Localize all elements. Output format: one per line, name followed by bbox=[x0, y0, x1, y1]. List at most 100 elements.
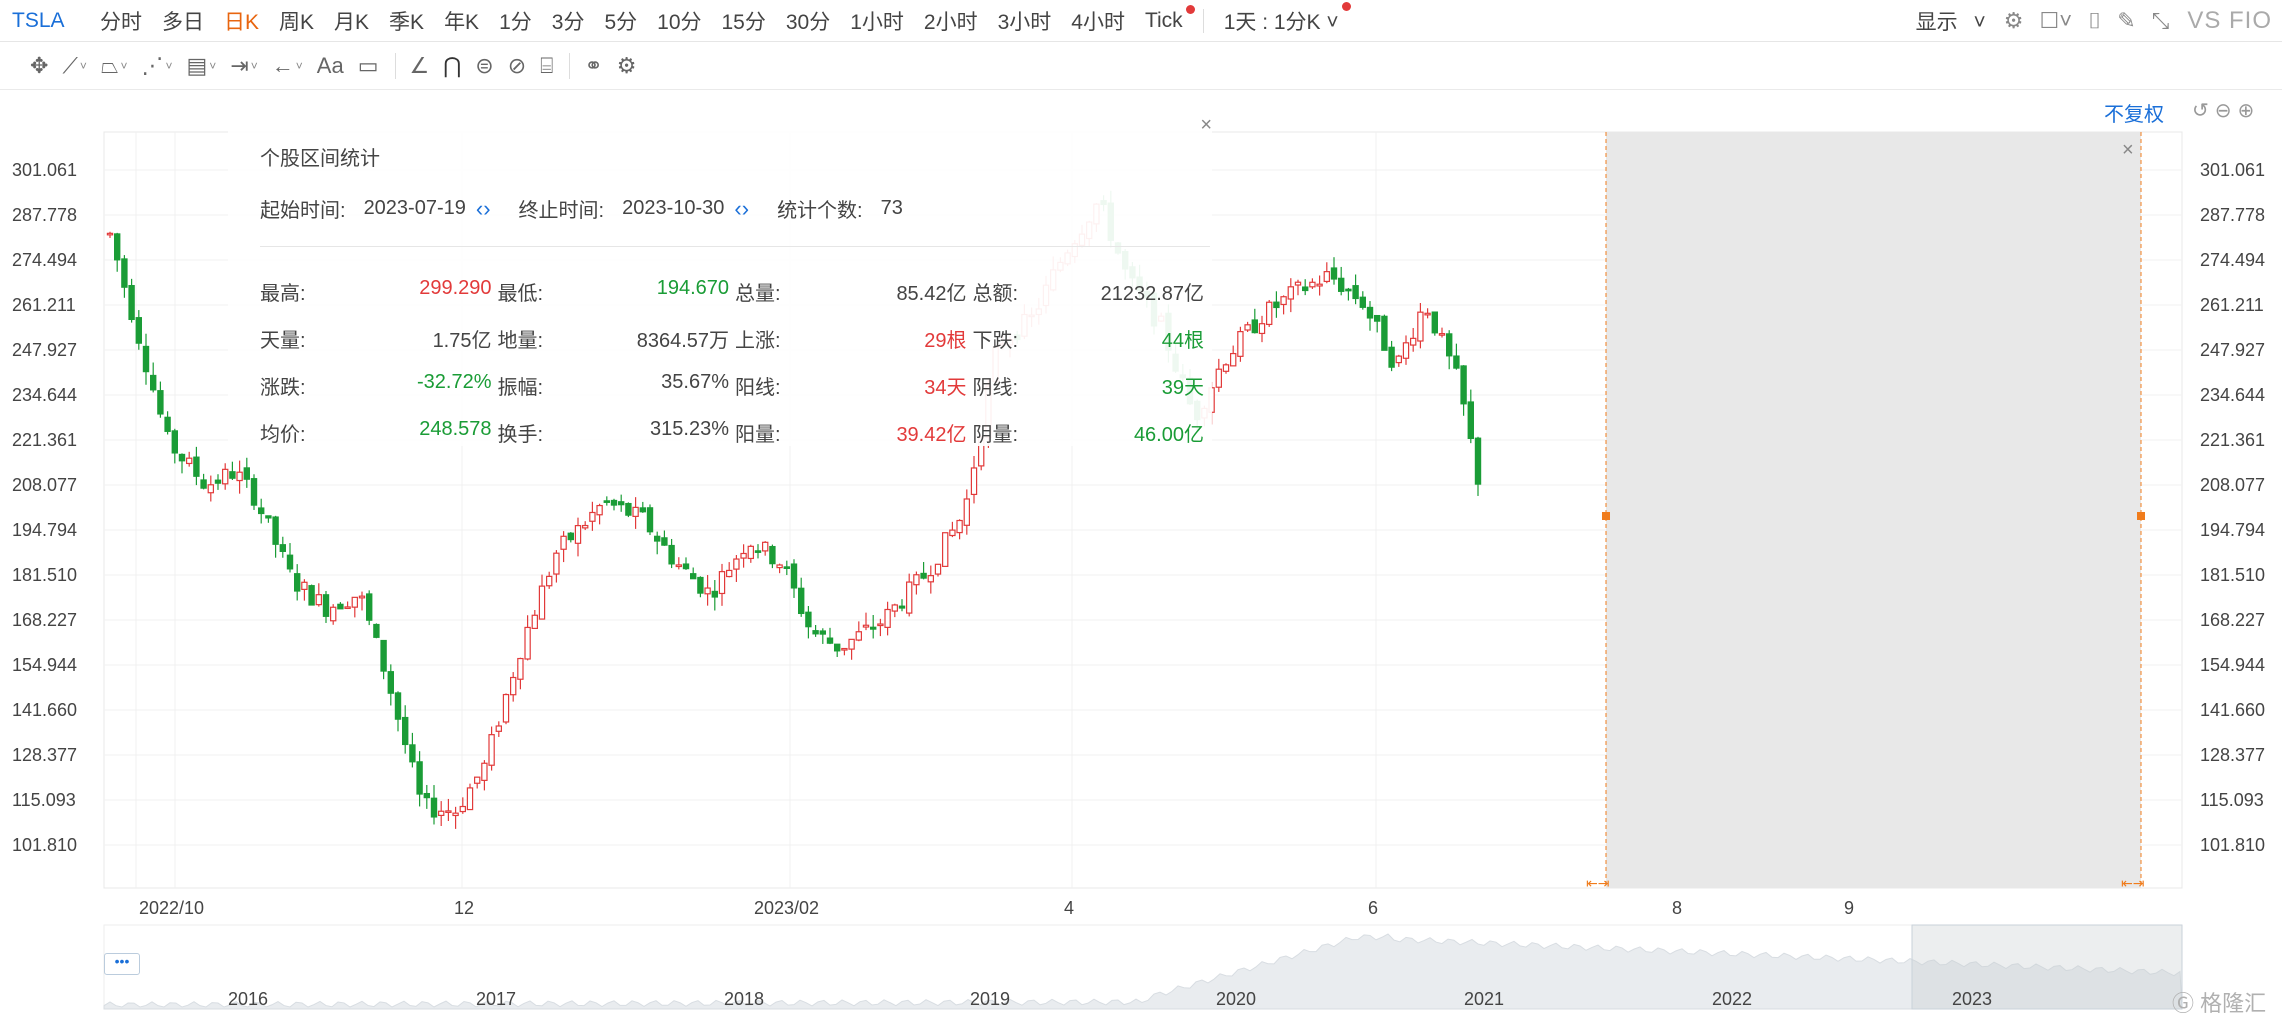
stats-value: 299.290 bbox=[419, 277, 492, 299]
move-icon[interactable]: ✥ bbox=[30, 52, 49, 78]
stats-key: 最高: bbox=[260, 283, 306, 305]
multi-period-selector[interactable]: 1天 : 1分K ˅ bbox=[1224, 1, 1351, 36]
candle-body bbox=[1237, 331, 1244, 357]
period-tab-12[interactable]: 30分 bbox=[785, 10, 831, 34]
candle bbox=[1395, 354, 1402, 367]
candle bbox=[265, 515, 272, 523]
candle bbox=[1409, 327, 1417, 352]
candle-body bbox=[1474, 437, 1482, 485]
period-tab-13[interactable]: 1小时 bbox=[850, 10, 904, 34]
candle-body bbox=[186, 457, 193, 465]
magnet-icon[interactable]: ⋂ bbox=[443, 52, 462, 78]
layout-icon[interactable]: ☐˅ bbox=[2039, 8, 2073, 33]
candle bbox=[337, 602, 344, 610]
period-tab-17[interactable]: Tick bbox=[1145, 4, 1195, 33]
end-adjust-icon[interactable]: ‹› bbox=[734, 195, 750, 221]
line-tool-icon[interactable]: ⟋ ˅ bbox=[62, 52, 87, 78]
candle-body bbox=[725, 569, 733, 578]
angle-icon[interactable]: ∠ bbox=[409, 52, 430, 78]
period-tab-11[interactable]: 15分 bbox=[721, 10, 766, 34]
navigator-more-button[interactable]: ••• bbox=[104, 953, 140, 975]
candle bbox=[1438, 327, 1446, 338]
candle-body bbox=[1309, 281, 1316, 288]
candle bbox=[697, 576, 704, 598]
trash-icon[interactable]: ⌸ bbox=[540, 52, 554, 78]
candle bbox=[905, 573, 913, 617]
candle bbox=[1337, 266, 1345, 296]
candle bbox=[661, 530, 668, 546]
candle-body bbox=[1467, 401, 1474, 440]
candle-body bbox=[1258, 323, 1266, 335]
candle-body bbox=[1359, 296, 1366, 308]
stats-key: 均价: bbox=[260, 424, 306, 446]
comment-icon[interactable]: ▭ bbox=[357, 52, 379, 78]
vs-f10-button[interactable]: VS FIO bbox=[2187, 7, 2272, 34]
display-menu[interactable]: 显示 ˅ bbox=[1915, 11, 1986, 34]
candle bbox=[229, 461, 236, 480]
candle bbox=[113, 232, 121, 272]
candle bbox=[704, 575, 711, 606]
y-tick-label: 115.093 bbox=[12, 790, 76, 810]
toolbar-divider bbox=[569, 52, 571, 79]
symbol-label[interactable]: TSLA bbox=[12, 8, 65, 32]
candle-body bbox=[150, 374, 157, 391]
stats-key: 换手: bbox=[497, 424, 544, 446]
camera-icon[interactable]: ⌷ bbox=[2088, 8, 2102, 33]
candle-body bbox=[718, 571, 726, 595]
period-tab-16[interactable]: 4小时 bbox=[1071, 10, 1125, 34]
fib-tool-icon[interactable]: ▤ ˅ bbox=[186, 52, 217, 78]
arrow-tool-icon[interactable]: ← ˅ bbox=[271, 52, 303, 78]
stats-key: 总额: bbox=[972, 283, 1019, 305]
period-tab-4[interactable]: 月K bbox=[334, 10, 370, 34]
candle-body bbox=[625, 502, 632, 516]
candle bbox=[387, 664, 395, 706]
start-adjust-icon[interactable]: ‹› bbox=[475, 195, 491, 221]
period-tab-8[interactable]: 3分 bbox=[551, 10, 585, 34]
pencil-icon[interactable]: ✎ bbox=[2117, 8, 2136, 33]
period-tab-2[interactable]: 日K bbox=[224, 10, 260, 34]
wave-tool-icon[interactable]: ⋰ ˅ bbox=[141, 52, 173, 78]
close-icon[interactable]: × bbox=[1200, 114, 1212, 136]
chart-zoom-controls[interactable]: ↺⊖⊕ bbox=[2192, 100, 2261, 122]
candle bbox=[639, 501, 647, 513]
navigator-year-label: 2019 bbox=[970, 989, 1010, 1009]
period-tab-3[interactable]: 周K bbox=[279, 10, 315, 34]
candle-body bbox=[949, 529, 956, 537]
candle-body bbox=[164, 416, 171, 432]
y-tick-label: 101.810 bbox=[12, 835, 77, 855]
restore-mode-button[interactable]: 不复权 bbox=[2104, 104, 2164, 126]
y-tick-label: 154.944 bbox=[2200, 655, 2265, 675]
candle bbox=[574, 517, 582, 557]
candle-body bbox=[466, 787, 474, 811]
period-tab-5[interactable]: 季K bbox=[389, 10, 425, 34]
polyline-tool-icon[interactable]: ⏢ ˅ bbox=[100, 52, 128, 78]
period-tab-15[interactable]: 3小时 bbox=[997, 10, 1052, 34]
period-tab-1[interactable]: 多日 bbox=[162, 10, 204, 34]
hide-icon[interactable]: ⊘ bbox=[507, 52, 527, 78]
period-tab-6[interactable]: 年K bbox=[444, 10, 480, 34]
settings-icon[interactable]: ⚙ bbox=[616, 52, 637, 78]
candle-body bbox=[603, 500, 611, 503]
candle bbox=[826, 627, 834, 645]
candle-body bbox=[286, 554, 294, 570]
collapse-icon[interactable]: ⤡ bbox=[2151, 8, 2170, 33]
period-tab-9[interactable]: 5分 bbox=[604, 10, 638, 34]
y-tick-label: 234.644 bbox=[2200, 385, 2265, 405]
candle-body bbox=[848, 638, 855, 650]
period-tab-0[interactable]: 分时 bbox=[100, 10, 142, 34]
stats-cell: 均价: 248.578 bbox=[260, 418, 498, 447]
period-tab-14[interactable]: 2小时 bbox=[923, 10, 978, 34]
text-tool-icon[interactable]: Aa bbox=[316, 52, 344, 78]
range-tool-icon[interactable]: ⇥ ˅ bbox=[230, 52, 258, 78]
candle-body bbox=[567, 532, 575, 541]
link-icon[interactable]: ⚭ bbox=[584, 52, 603, 78]
period-tab-10[interactable]: 10分 bbox=[657, 10, 702, 34]
candle-body bbox=[416, 761, 423, 795]
stats-value: 39天 bbox=[1161, 377, 1204, 399]
period-tab-7[interactable]: 1分 bbox=[499, 10, 532, 34]
kline-chart[interactable]: × ⇤⇥ ⇤⇥ 301.061 287.778 274.494 261.211 247.92… bbox=[0, 90, 2282, 1023]
gear-icon[interactable]: ⚙ bbox=[2003, 8, 2024, 33]
lock-icon[interactable]: ⊜ bbox=[475, 52, 494, 78]
candle-body bbox=[430, 797, 438, 818]
candle-body bbox=[1388, 346, 1395, 368]
